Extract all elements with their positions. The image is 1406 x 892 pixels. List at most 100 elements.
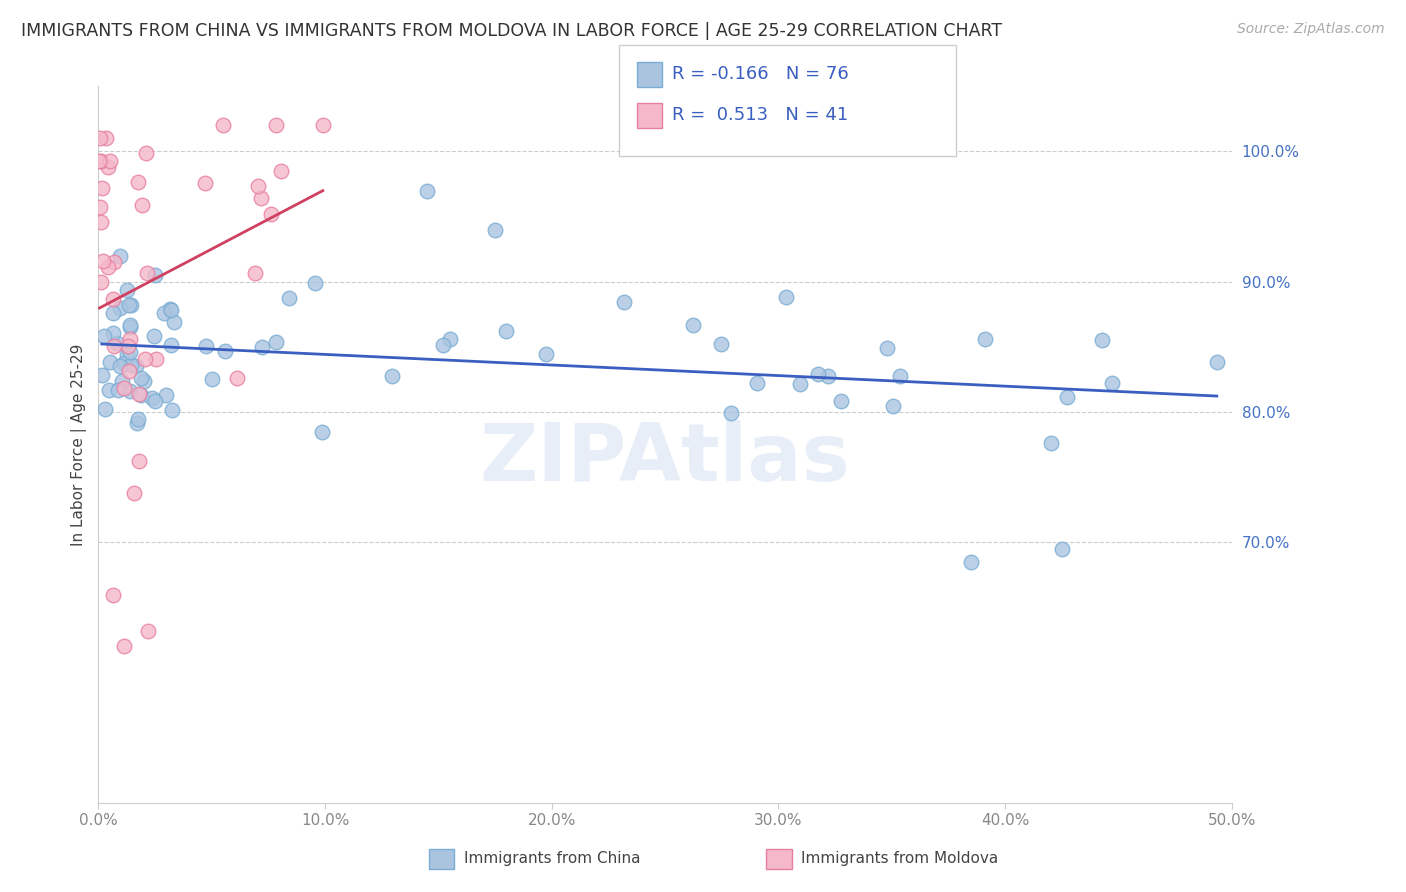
Point: [807, 367, 830, 381]
Point: [277, 292, 299, 306]
Text: IMMIGRANTS FROM CHINA VS IMMIGRANTS FROM MOLDOVA IN LABOR FORCE | AGE 25-29 CORR: IMMIGRANTS FROM CHINA VS IMMIGRANTS FROM…: [21, 22, 1002, 40]
Point: [101, 326, 124, 341]
Point: [89, 154, 111, 169]
Point: [89, 200, 111, 214]
Point: [103, 588, 125, 602]
Point: [142, 328, 165, 343]
Point: [98, 383, 121, 397]
Point: [93, 329, 115, 343]
Point: [115, 348, 138, 362]
Point: [250, 340, 273, 354]
Point: [270, 163, 292, 178]
Point: [94, 402, 117, 417]
Point: [112, 356, 135, 370]
Point: [90, 275, 112, 289]
Point: [243, 266, 266, 280]
Point: [89, 131, 111, 145]
Point: [108, 249, 131, 263]
Point: [381, 368, 404, 383]
Point: [876, 341, 898, 355]
Point: [135, 145, 157, 160]
Point: [1056, 390, 1078, 404]
Point: [107, 384, 129, 398]
Text: ZIPAtlas: ZIPAtlas: [479, 420, 851, 498]
Point: [212, 119, 235, 133]
Point: [495, 324, 517, 338]
Point: [143, 394, 166, 409]
Point: [720, 405, 742, 419]
Point: [960, 555, 983, 569]
Point: [304, 276, 326, 290]
Point: [98, 154, 121, 169]
Text: R = -0.166   N = 76: R = -0.166 N = 76: [672, 65, 849, 83]
Point: [128, 454, 150, 468]
Point: [131, 371, 153, 385]
Point: [117, 339, 139, 353]
Point: [789, 377, 811, 392]
Point: [91, 253, 114, 268]
Point: [112, 640, 135, 654]
Point: [134, 352, 156, 367]
Point: [312, 119, 335, 133]
Point: [97, 260, 120, 274]
Point: [882, 399, 904, 413]
Point: [90, 368, 112, 383]
Point: [160, 302, 183, 317]
Point: [127, 412, 149, 426]
Point: [91, 181, 114, 195]
Point: [127, 175, 149, 189]
Point: [120, 298, 142, 312]
Point: [613, 294, 636, 309]
Point: [141, 391, 163, 405]
Point: [160, 338, 183, 352]
Point: [118, 332, 141, 346]
Point: [90, 214, 112, 228]
Point: [264, 334, 287, 349]
Point: [117, 364, 139, 378]
Point: [201, 372, 224, 386]
Point: [682, 318, 704, 332]
Point: [1205, 354, 1227, 368]
Point: [889, 368, 911, 383]
Point: [194, 176, 217, 190]
Point: [98, 355, 121, 369]
Point: [484, 222, 506, 236]
Point: [163, 315, 186, 329]
Text: Source: ZipAtlas.com: Source: ZipAtlas.com: [1237, 22, 1385, 37]
Point: [120, 320, 142, 334]
Point: [311, 425, 333, 439]
Point: [120, 358, 142, 372]
Point: [260, 206, 283, 220]
Point: [226, 371, 249, 385]
Point: [152, 306, 174, 320]
Point: [264, 119, 287, 133]
Point: [136, 266, 159, 280]
Point: [132, 375, 155, 389]
Point: [131, 388, 153, 402]
Point: [122, 485, 145, 500]
Point: [974, 333, 997, 347]
Point: [110, 301, 132, 315]
Text: Immigrants from China: Immigrants from China: [464, 851, 641, 865]
Point: [111, 374, 134, 388]
Y-axis label: In Labor Force | Age 25-29: In Labor Force | Age 25-29: [72, 343, 87, 546]
Point: [536, 347, 558, 361]
Point: [112, 381, 135, 395]
Text: Immigrants from Moldova: Immigrants from Moldova: [801, 851, 998, 865]
Point: [1039, 435, 1062, 450]
Point: [1101, 376, 1123, 390]
Point: [432, 338, 454, 352]
Point: [817, 369, 839, 384]
Point: [101, 292, 124, 306]
Point: [115, 283, 138, 297]
Point: [159, 302, 181, 317]
Point: [97, 160, 120, 174]
Point: [118, 318, 141, 332]
Point: [103, 339, 125, 353]
Point: [250, 191, 273, 205]
Point: [214, 344, 236, 359]
Point: [155, 388, 177, 402]
Point: [194, 339, 217, 353]
Point: [125, 417, 148, 431]
Point: [101, 306, 124, 320]
